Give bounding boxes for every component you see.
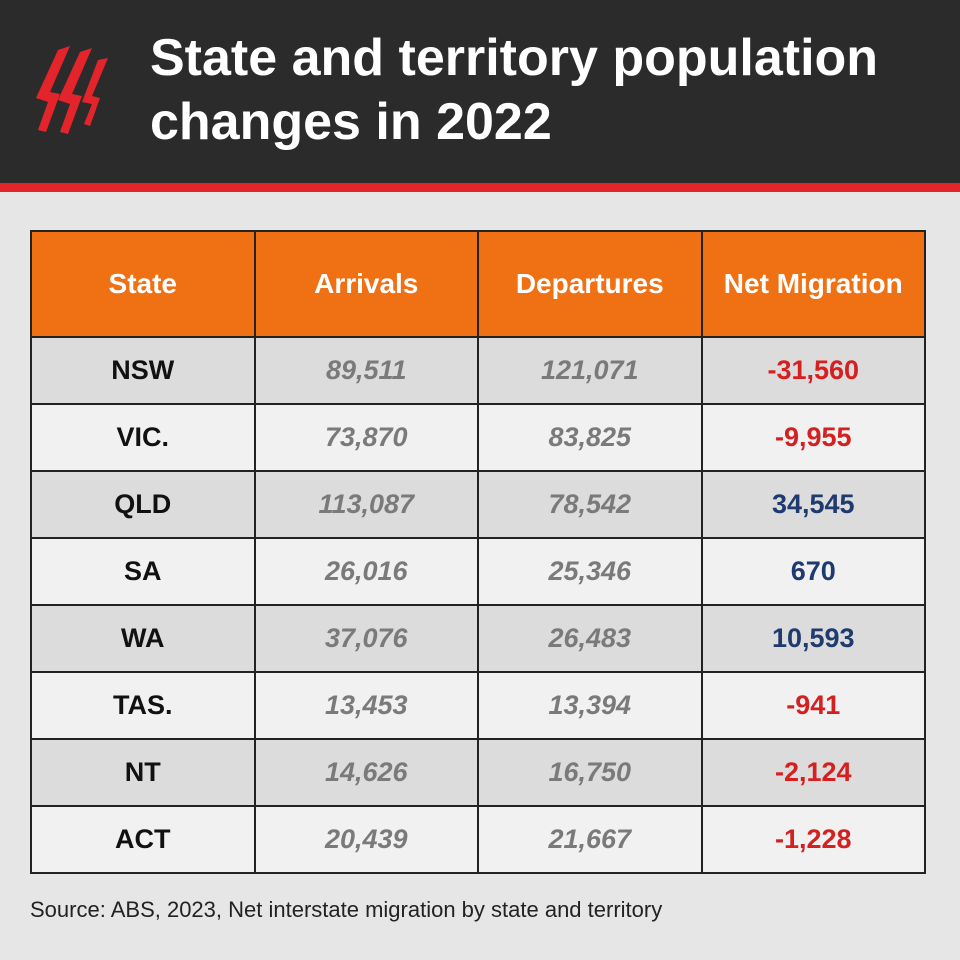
title: State and territory population changes i…: [150, 29, 879, 151]
table-row: SA 26,016 25,346 670: [30, 537, 926, 606]
value-cell: -31,560: [700, 336, 926, 405]
table-row: WA 37,076 26,483 10,593: [30, 604, 926, 673]
table-row: NT 14,626 16,750 -2,124: [30, 738, 926, 807]
logo: [36, 46, 108, 134]
column-header: Departures: [477, 230, 703, 338]
value-cell: 113,087: [253, 470, 479, 539]
header-row: State Arrivals Departures Net Migration: [30, 230, 926, 338]
state-cell: WA: [30, 604, 256, 673]
table-row: NSW 89,511 121,071 -31,560: [30, 336, 926, 405]
value-cell: 14,626: [253, 738, 479, 807]
value-cell: 34,545: [700, 470, 926, 539]
state-cell: VIC.: [30, 403, 256, 472]
value-cell: 21,667: [477, 805, 703, 874]
table-row: TAS. 13,453 13,394 -941: [30, 671, 926, 740]
value-cell: 73,870: [253, 403, 479, 472]
value-cell: 37,076: [253, 604, 479, 673]
value-cell: 89,511: [253, 336, 479, 405]
value-cell: 670: [700, 537, 926, 606]
table-row: VIC. 73,870 83,825 -9,955: [30, 403, 926, 472]
state-cell: SA: [30, 537, 256, 606]
value-cell: 26,016: [253, 537, 479, 606]
column-header: State: [30, 230, 256, 338]
column-header: Net Migration: [700, 230, 926, 338]
state-cell: ACT: [30, 805, 256, 874]
value-cell: 83,825: [477, 403, 703, 472]
data-table: State Arrivals Departures Net Migration NSW…: [30, 230, 926, 874]
value-cell: -9,955: [700, 403, 926, 472]
accent-stripe: [0, 183, 960, 192]
source-note: Source: ABS, 2023, Net interstate migrat…: [30, 897, 663, 922]
value-cell: -941: [700, 671, 926, 740]
value-cell: 20,439: [253, 805, 479, 874]
table-row: QLD 113,087 78,542 34,545: [30, 470, 926, 539]
value-cell: -2,124: [700, 738, 926, 807]
value-cell: 16,750: [477, 738, 703, 807]
value-cell: 25,346: [477, 537, 703, 606]
value-cell: 78,542: [477, 470, 703, 539]
header: State and territory population changes i…: [0, 0, 960, 183]
value-cell: 13,394: [477, 671, 703, 740]
state-cell: NSW: [30, 336, 256, 405]
column-header: Arrivals: [253, 230, 479, 338]
value-cell: 10,593: [700, 604, 926, 673]
value-cell: -1,228: [700, 805, 926, 874]
value-cell: 13,453: [253, 671, 479, 740]
state-cell: NT: [30, 738, 256, 807]
value-cell: 121,071: [477, 336, 703, 405]
table-row: ACT 20,439 21,667 -1,228: [30, 805, 926, 874]
value-cell: 26,483: [477, 604, 703, 673]
state-cell: QLD: [30, 470, 256, 539]
state-cell: TAS.: [30, 671, 256, 740]
